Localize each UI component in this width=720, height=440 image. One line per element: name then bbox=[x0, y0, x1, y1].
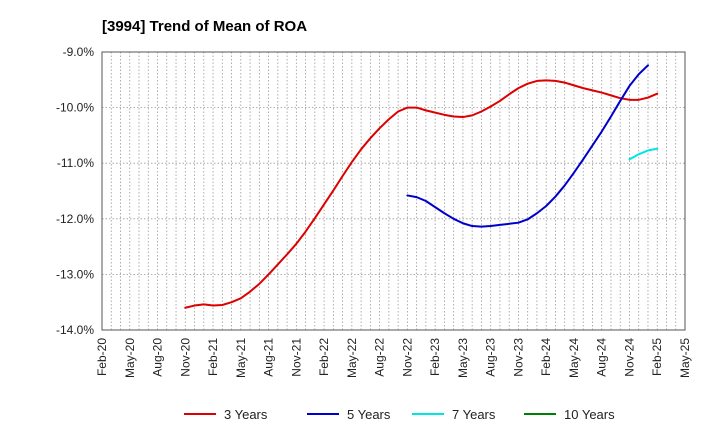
series-line-3-years bbox=[184, 79, 659, 309]
legend: 3 Years 5 Years 7 Years 10 Years bbox=[184, 407, 615, 422]
chart-title: [3994] Trend of Mean of ROA bbox=[102, 18, 307, 35]
legend-label: 7 Years bbox=[452, 407, 496, 422]
y-tick-label: -11.0% bbox=[57, 156, 94, 170]
legend-label: 5 Years bbox=[347, 407, 391, 422]
x-tick-label: May-24 bbox=[567, 338, 581, 378]
x-tick-label: Aug-24 bbox=[595, 338, 609, 377]
x-tick-label: May-23 bbox=[456, 338, 470, 378]
y-tick-label: -10.0% bbox=[56, 101, 94, 115]
series-line-5-years bbox=[406, 64, 649, 228]
legend-label: 3 Years bbox=[224, 407, 268, 422]
x-tick-label: Aug-20 bbox=[151, 338, 165, 377]
x-tick-label: Aug-21 bbox=[262, 338, 276, 377]
x-tick-label: Aug-23 bbox=[484, 338, 498, 377]
x-tick-label: Feb-25 bbox=[650, 338, 664, 376]
y-tick-label: -9.0% bbox=[63, 45, 95, 59]
plot-area bbox=[101, 51, 686, 331]
legend-label: 10 Years bbox=[564, 407, 615, 422]
x-tick-label: Aug-22 bbox=[373, 338, 387, 377]
series-line-7-years bbox=[628, 147, 659, 161]
x-tick-label: May-25 bbox=[678, 338, 692, 378]
x-tick-label: Nov-24 bbox=[622, 338, 636, 377]
x-tick-label: May-20 bbox=[123, 338, 137, 378]
x-tick-label: Feb-20 bbox=[95, 338, 109, 376]
grid bbox=[101, 51, 686, 331]
x-tick-label: Feb-22 bbox=[317, 338, 331, 376]
y-tick-label: -14.0% bbox=[56, 323, 94, 337]
y-tick-label: -13.0% bbox=[56, 267, 94, 281]
x-tick-label: Nov-23 bbox=[511, 338, 525, 377]
x-tick-label: Feb-24 bbox=[539, 338, 553, 376]
y-axis: -9.0% -10.0% -11.0% -12.0% -13.0% -14.0% bbox=[56, 45, 94, 337]
x-tick-label: Feb-23 bbox=[428, 338, 442, 376]
series-lines bbox=[184, 64, 659, 309]
x-axis: Feb-20 May-20 Aug-20 Nov-20 Feb-21 May-21 Aug-… bbox=[95, 338, 692, 378]
x-tick-label: May-21 bbox=[234, 338, 248, 378]
x-tick-label: Nov-20 bbox=[178, 338, 192, 377]
y-tick-label: -12.0% bbox=[56, 212, 94, 226]
x-tick-label: May-22 bbox=[345, 338, 359, 378]
x-tick-label: Nov-21 bbox=[289, 338, 303, 377]
x-tick-label: Nov-22 bbox=[400, 338, 414, 377]
x-tick-label: Feb-21 bbox=[206, 338, 220, 376]
